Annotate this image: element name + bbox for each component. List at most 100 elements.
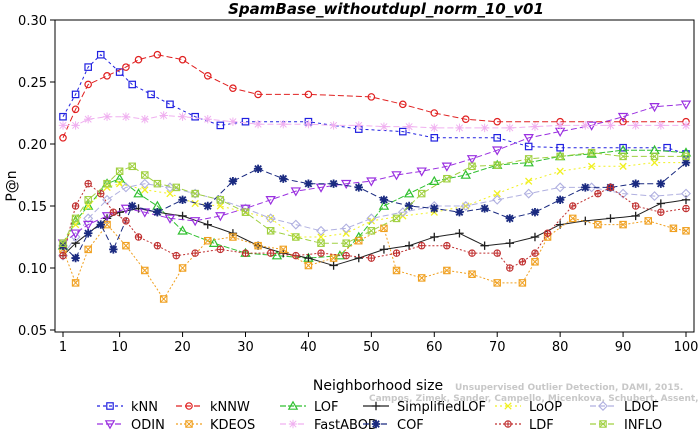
data-point	[606, 214, 614, 222]
x-tick-label-60: 60	[426, 340, 443, 355]
data-point	[329, 261, 337, 269]
legend-label: KDEOS	[210, 418, 255, 433]
data-point	[430, 204, 438, 212]
data-point	[532, 250, 538, 256]
data-point	[178, 113, 186, 121]
data-point	[444, 242, 450, 248]
legend-label: INFLO	[624, 418, 662, 433]
data-point	[217, 197, 223, 203]
data-point	[355, 183, 363, 191]
data-point	[204, 220, 212, 228]
legend-item-lof: LOF	[280, 400, 339, 415]
legend-item-ldf: LDF	[495, 418, 554, 433]
data-point	[154, 242, 160, 248]
watermark-line-1: Unsupervised Outlier Detection, DAMI, 20…	[455, 383, 683, 393]
data-point	[329, 179, 337, 187]
data-point	[418, 242, 424, 248]
data-point	[85, 180, 91, 186]
x-tick-label-10: 10	[111, 340, 128, 355]
data-point	[217, 246, 223, 252]
chart: SpamBase_withoutdupl_norm_10_v01 P@n Nei…	[0, 0, 699, 434]
plot-frame	[55, 20, 694, 332]
data-point	[494, 250, 500, 256]
series-odin	[59, 101, 690, 247]
data-point	[254, 120, 262, 128]
legend-label: kNNW	[210, 400, 250, 415]
data-point	[242, 209, 248, 215]
data-point	[682, 196, 690, 204]
data-point	[60, 252, 66, 258]
data-point	[418, 275, 424, 281]
legend-item-inflo: INFLO	[590, 418, 662, 433]
data-point	[631, 212, 639, 220]
data-point	[657, 199, 665, 207]
data-point	[179, 265, 185, 271]
data-point	[506, 239, 514, 247]
x-tick-label-90: 90	[615, 340, 632, 355]
y-tick-label-0: 0.05	[18, 324, 47, 339]
data-point	[506, 124, 514, 132]
legend-item-kdeos: KDEOS	[176, 418, 255, 433]
data-point	[304, 120, 312, 128]
y-tick-label-5: 0.30	[18, 14, 47, 29]
series-line-knn	[63, 55, 686, 154]
data-point	[59, 121, 67, 129]
data-point	[71, 121, 79, 129]
y-tick-label-3: 0.20	[18, 138, 47, 153]
data-point	[682, 101, 690, 108]
data-point	[480, 241, 488, 249]
x-tick-label-50: 50	[363, 340, 380, 355]
data-point	[229, 117, 237, 125]
data-point	[355, 254, 363, 262]
data-point	[167, 101, 173, 107]
data-point	[507, 265, 513, 271]
data-point	[279, 175, 287, 183]
legend-item-knn: kNN	[97, 400, 158, 415]
chart-title: SpamBase_withoutdupl_norm_10_v01	[228, 0, 544, 18]
data-point	[595, 190, 601, 196]
data-point	[72, 203, 78, 209]
data-point	[71, 254, 79, 262]
x-tick-label-1: 1	[59, 340, 67, 355]
data-point	[173, 252, 179, 258]
data-point	[242, 250, 248, 256]
data-point	[142, 172, 148, 178]
data-point	[556, 121, 564, 129]
data-point	[142, 267, 148, 273]
data-point	[531, 122, 539, 130]
data-point	[128, 202, 136, 210]
data-point	[159, 111, 167, 119]
data-point	[393, 267, 399, 273]
data-point	[405, 122, 413, 130]
data-point	[192, 190, 198, 196]
data-point	[430, 233, 438, 241]
data-point	[393, 215, 399, 221]
data-point	[455, 208, 463, 216]
data-point	[123, 242, 129, 248]
data-point	[380, 245, 388, 253]
legend-label: kNN	[131, 400, 158, 415]
legend-item-fastabod: FastABOD	[280, 418, 378, 433]
data-point	[178, 196, 186, 204]
data-point	[368, 228, 374, 234]
data-point	[480, 204, 488, 212]
data-point	[657, 179, 665, 187]
legend-label: LOF	[314, 400, 339, 415]
data-point	[104, 73, 110, 79]
data-point	[318, 250, 324, 256]
data-point	[525, 143, 531, 149]
data-point	[60, 114, 66, 120]
data-point	[480, 124, 488, 132]
data-point	[267, 228, 273, 234]
data-point	[355, 121, 363, 129]
legend-label: LDF	[529, 418, 554, 433]
data-point	[632, 203, 638, 209]
x-tick-label-100: 100	[674, 340, 699, 355]
data-point	[84, 115, 92, 123]
legend-label: LDOF	[624, 400, 659, 415]
data-point	[570, 203, 576, 209]
data-point	[430, 124, 438, 132]
data-point	[72, 280, 78, 286]
data-point	[658, 209, 664, 215]
x-tick-label-40: 40	[300, 340, 317, 355]
